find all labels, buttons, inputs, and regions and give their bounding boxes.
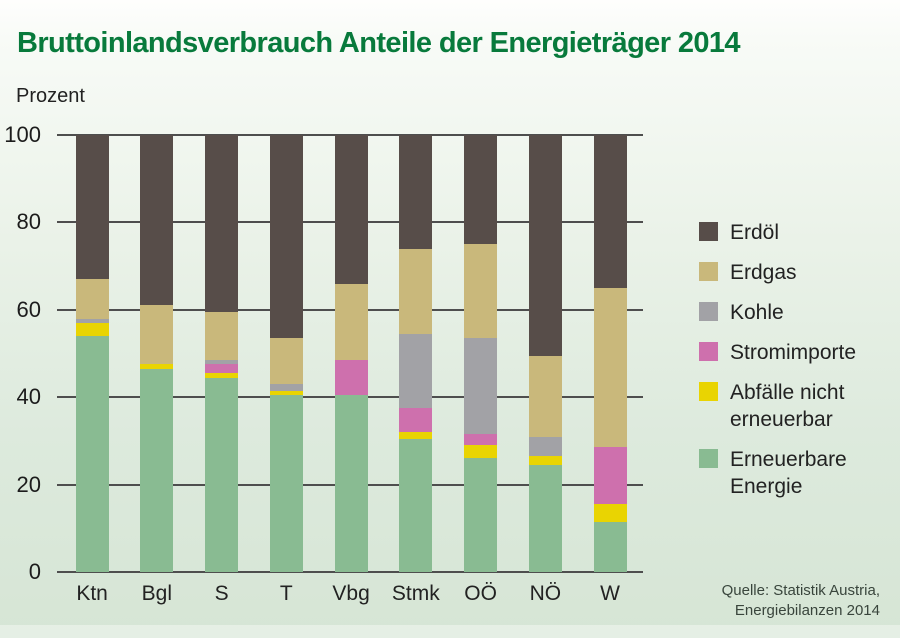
plot-area: 0 20 40 60 80 100 Ktn Bgl S T Vbg Stmk OÖ NÖ W [4, 123, 643, 605]
bar-segment-T-Erneuerbare Energie [269, 395, 303, 572]
page-title: Bruttoinlandsverbrauch Anteile der Energ… [17, 27, 741, 59]
legend-label: Abfälle nicht erneuerbar [730, 381, 845, 431]
bar-segment-Ktn-Erneuerbare Energie [75, 336, 109, 572]
legend: Erdöl Erdgas Kohle Stromimporte Abfälle nich… [699, 219, 890, 500]
bar-segment-Bgl-Abfälle nicht erneuerbar [140, 364, 174, 369]
legend-swatch-icon [699, 382, 718, 401]
bar-segment-W-Abfälle nicht erneuerbar [593, 504, 627, 522]
x-tick-label-W: W [600, 582, 620, 605]
legend-label: Kohle [730, 301, 784, 324]
bar-segment-Stmk-Abfälle nicht erneuerbar [399, 432, 433, 439]
x-tick-label-NÖ: NÖ [529, 582, 562, 605]
bar-segment-Stmk-Erdöl [399, 135, 433, 249]
bar-segment-OÖ-Erdgas [464, 244, 498, 339]
x-tick-label-T: T [279, 582, 293, 605]
bar-segment-Stmk-Erneuerbare Energie [399, 438, 433, 572]
y-tick-label-0: 0 [28, 559, 41, 584]
legend-item-Erdgas: Erdgas [699, 259, 890, 286]
legend-label: Erneuerbare Energie [730, 448, 847, 498]
x-tick-label-Vbg: Vbg [332, 582, 370, 605]
x-tick-label-Stmk: Stmk [391, 582, 440, 605]
legend-swatch-icon [699, 222, 718, 241]
stacked-bar-NÖ [528, 135, 562, 572]
stacked-bar-Bgl [140, 135, 174, 572]
legend-swatch-icon [699, 449, 718, 468]
x-tick-label-S: S [214, 582, 229, 605]
bar-segment-W-Erneuerbare Energie [593, 521, 627, 572]
bar-segment-Stmk-Stromimporte [399, 408, 433, 433]
source-line-2: Energiebilanzen 2014 [734, 602, 880, 619]
stacked-bar-W [593, 135, 627, 572]
bar-segment-S-Abfälle nicht erneuerbar [205, 373, 239, 378]
bar-segment-OÖ-Kohle [464, 338, 498, 435]
bar-segment-Stmk-Erdgas [399, 248, 433, 334]
stacked-bar-Vbg [334, 135, 368, 572]
stacked-bar-T [269, 135, 303, 572]
bar-segment-OÖ-Erdöl [464, 135, 498, 245]
bar-segment-NÖ-Erdöl [528, 135, 562, 356]
legend-label: Erdgas [730, 261, 797, 284]
bar-segment-NÖ-Abfälle nicht erneuerbar [528, 456, 562, 465]
y-tick-label-80: 80 [16, 209, 41, 235]
bottom-strip [0, 625, 900, 638]
bar-segment-Bgl-Erdöl [140, 135, 174, 306]
legend-item-Erneuerbare Energie: Erneuerbare Energie [699, 446, 890, 500]
bar-segment-Ktn-Abfälle nicht erneuerbar [75, 322, 109, 337]
x-tick-label-Ktn: Ktn [76, 582, 108, 605]
y-tick-label-20: 20 [16, 471, 41, 497]
legend-swatch-icon [699, 262, 718, 281]
bar-segment-Stmk-Kohle [399, 333, 433, 409]
bar-segment-S-Erdöl [205, 135, 239, 313]
x-tick-label-OÖ: OÖ [464, 582, 497, 605]
y-tick-label-40: 40 [16, 384, 41, 410]
bar-segment-S-Kohle [205, 360, 239, 365]
y-tick-label-100: 100 [4, 122, 41, 147]
legend-label: Stromimporte [730, 341, 857, 364]
x-tick-label-Bgl: Bgl [141, 582, 173, 605]
bar-segment-W-Erdöl [593, 135, 627, 288]
bar-segment-Ktn-Erdgas [75, 279, 109, 319]
bar-segment-S-Erneuerbare Energie [205, 377, 239, 572]
legend-label: Erdöl [730, 221, 780, 244]
y-axis-title: Prozent [16, 85, 85, 107]
bar-segment-W-Stromimporte [593, 447, 627, 505]
bar-segment-T-Erdöl [269, 135, 303, 339]
legend-item-Stromimporte: Stromimporte [699, 339, 890, 366]
bar-segment-Vbg-Erdöl [334, 135, 368, 284]
bar-segment-T-Kohle [269, 384, 303, 391]
bar-segment-NÖ-Erneuerbare Energie [528, 464, 562, 572]
bar-segment-T-Abfälle nicht erneuerbar [269, 390, 303, 396]
legend-item-Kohle: Kohle [699, 299, 890, 326]
bar-segment-W-Erdgas [593, 287, 627, 448]
stacked-bar-Ktn [75, 135, 109, 572]
stacked-bar-S [205, 135, 239, 572]
source-note: Quelle: Statistik Austria, Energiebilanz… [722, 581, 880, 621]
bar-segment-Ktn-Erdöl [75, 135, 109, 280]
bar-segment-OÖ-Stromimporte [464, 434, 498, 446]
legend-swatch-icon [699, 302, 718, 321]
bar-segment-Vbg-Erdgas [334, 283, 368, 361]
bar-segment-S-Stromimporte [205, 364, 239, 374]
bar-segment-NÖ-Erdgas [528, 355, 562, 437]
gridline-100 [57, 134, 643, 136]
y-tick-label-60: 60 [16, 296, 41, 322]
legend-item-Erdöl: Erdöl [699, 219, 890, 246]
bar-segment-OÖ-Abfälle nicht erneuerbar [464, 445, 498, 459]
bar-segment-Bgl-Erdgas [140, 305, 174, 365]
bar-segment-NÖ-Kohle [528, 436, 562, 457]
bar-segment-Ktn-Kohle [75, 318, 109, 323]
legend-swatch-icon [699, 342, 718, 361]
gridline-0 [57, 571, 643, 573]
bar-segment-OÖ-Erneuerbare Energie [464, 458, 498, 572]
source-line-1: Quelle: Statistik Austria, [721, 582, 880, 599]
bar-segment-Vbg-Erneuerbare Energie [334, 395, 368, 572]
bar-segment-T-Erdgas [269, 338, 303, 385]
bar-segment-Vbg-Stromimporte [334, 360, 368, 396]
stacked-bar-OÖ [464, 135, 498, 572]
legend-item-Abfälle nicht erneuerbar: Abfälle nicht erneuerbar [699, 379, 890, 433]
stacked-bar-Stmk [399, 135, 433, 572]
bar-segment-S-Erdgas [205, 312, 239, 361]
bar-segment-Bgl-Erneuerbare Energie [140, 368, 174, 572]
